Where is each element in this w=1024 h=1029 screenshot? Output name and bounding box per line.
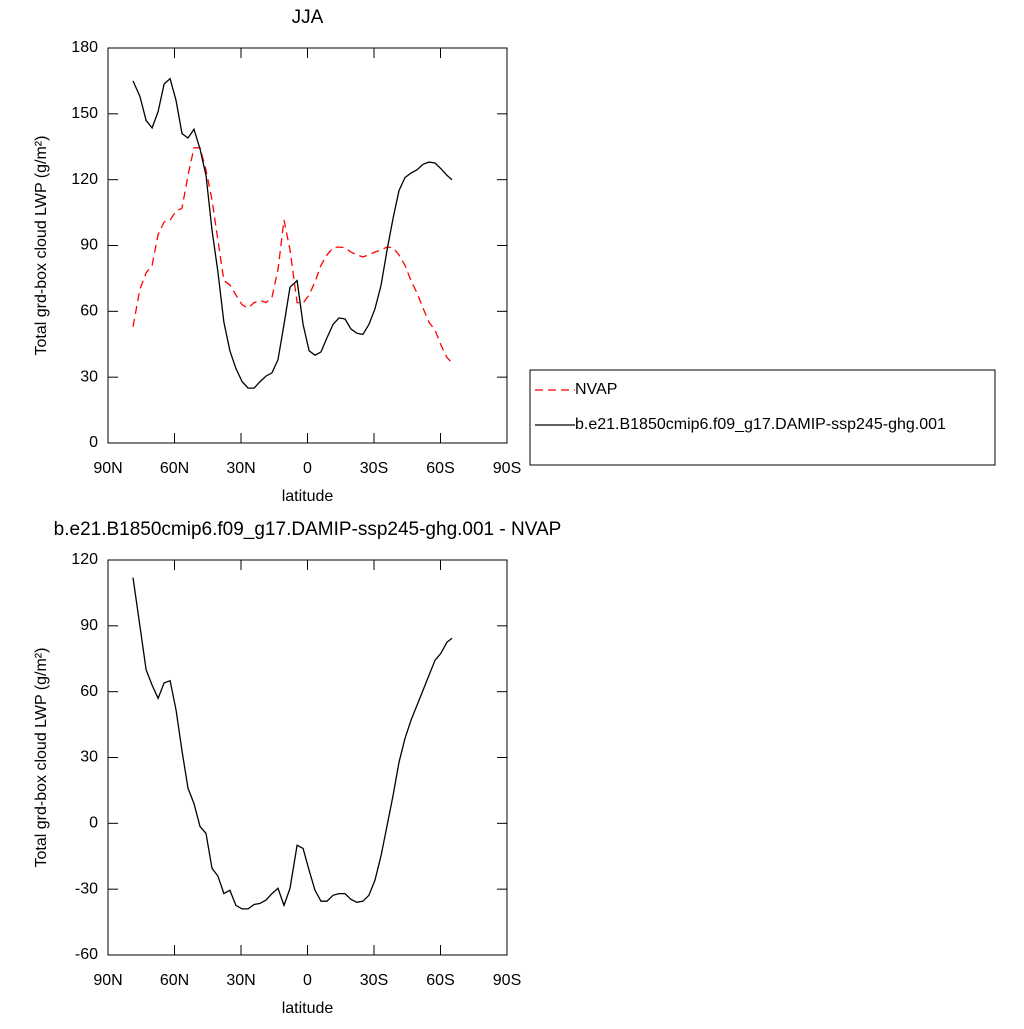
plot-frame [107, 559, 508, 956]
y-tick-label: 0 [89, 434, 98, 451]
series-line [132, 147, 453, 364]
y-axis-label: Total grd-box cloud LWP (g/m²) [33, 136, 50, 356]
y-axis-label: Total grd-box cloud LWP (g/m²) [33, 648, 50, 868]
legend-box [529, 369, 996, 466]
y-tick-label: 30 [80, 749, 98, 766]
series-line [132, 577, 453, 910]
x-tick-label: 30N [226, 460, 255, 477]
legend-label: NVAP [575, 381, 617, 398]
x-axis-label: latitude [282, 1000, 334, 1017]
y-tick-label: 90 [80, 237, 98, 254]
x-tick-label: 90N [93, 972, 122, 989]
x-tick-label: 30S [360, 972, 388, 989]
y-tick-label: -30 [75, 880, 98, 897]
y-tick-label: 120 [71, 551, 98, 568]
x-axis-label: latitude [282, 488, 334, 505]
series-line [132, 77, 453, 389]
chart-title: b.e21.B1850cmip6.f09_g17.DAMIP-ssp245-gh… [54, 519, 562, 540]
x-tick-label: 30N [226, 972, 255, 989]
y-tick-label: 60 [80, 303, 98, 320]
x-tick-label: 30S [360, 460, 388, 477]
x-tick-label: 60N [160, 460, 189, 477]
x-tick-label: 0 [303, 972, 312, 989]
y-tick-label: 90 [80, 617, 98, 634]
y-tick-label: 0 [89, 815, 98, 832]
y-tick-label: 120 [71, 171, 98, 188]
x-tick-label: 90S [493, 972, 521, 989]
x-tick-label: 60N [160, 972, 189, 989]
x-tick-label: 60S [426, 460, 454, 477]
y-tick-label: 30 [80, 368, 98, 385]
y-tick-label: -60 [75, 946, 98, 963]
x-tick-label: 0 [303, 460, 312, 477]
y-tick-label: 150 [71, 105, 98, 122]
y-tick-label: 180 [71, 39, 98, 56]
legend-label: b.e21.B1850cmip6.f09_g17.DAMIP-ssp245-gh… [575, 416, 946, 433]
plot-frame [107, 47, 508, 444]
x-tick-label: 90S [493, 460, 521, 477]
chart-title: JJA [292, 7, 324, 28]
y-tick-label: 60 [80, 683, 98, 700]
x-tick-label: 90N [93, 460, 122, 477]
x-tick-label: 60S [426, 972, 454, 989]
